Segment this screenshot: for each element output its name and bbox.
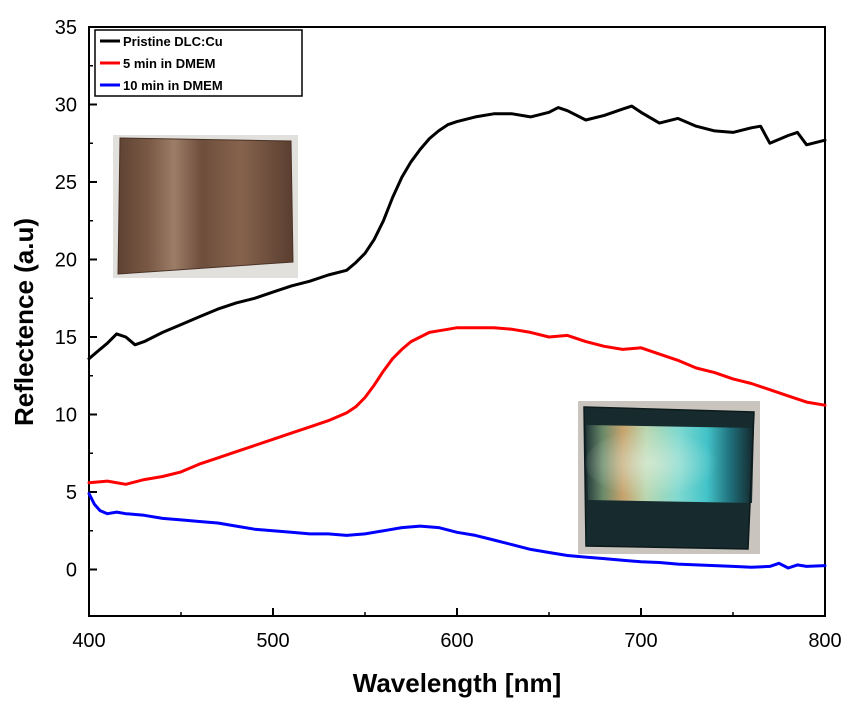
series-line-pristine xyxy=(87,104,827,361)
legend-label-5min: 5 min in DMEM xyxy=(123,56,215,71)
x-axis-title: Wavelength [nm] xyxy=(353,668,561,698)
y-axis-title: Reflectence (a.u) xyxy=(9,218,39,426)
inset-photo-pristine-sample xyxy=(113,135,298,278)
y-tick-label: 15 xyxy=(55,327,77,349)
x-tick-label: 400 xyxy=(72,630,105,652)
series-line-5min xyxy=(87,326,827,486)
x-tick-label: 600 xyxy=(440,630,473,652)
y-tick-label: 5 xyxy=(66,482,77,504)
x-tick-label: 700 xyxy=(624,630,657,652)
y-tick-label: 10 xyxy=(55,405,77,427)
legend-label-pristine: Pristine DLC:Cu xyxy=(123,34,223,49)
x-tick-label: 500 xyxy=(256,630,289,652)
y-tick-label: 20 xyxy=(55,250,77,272)
y-tick-label: 25 xyxy=(55,172,77,194)
y-tick-label: 30 xyxy=(55,95,77,117)
axis-ticks xyxy=(88,26,826,616)
data-series xyxy=(87,104,827,570)
x-tick-label: 800 xyxy=(808,630,841,652)
legend: Pristine DLC:Cu 5 min in DMEM 10 min in … xyxy=(94,29,303,97)
legend-label-10min: 10 min in DMEM xyxy=(123,78,223,93)
axis-tick-labels: 400 500 600 700 800 0 5 10 15 20 25 30 35 xyxy=(55,17,842,652)
series-line-10min xyxy=(87,492,827,570)
inset-photo-10min-sample xyxy=(578,401,760,554)
y-tick-label: 35 xyxy=(55,17,77,39)
y-tick-label: 0 xyxy=(66,560,77,582)
